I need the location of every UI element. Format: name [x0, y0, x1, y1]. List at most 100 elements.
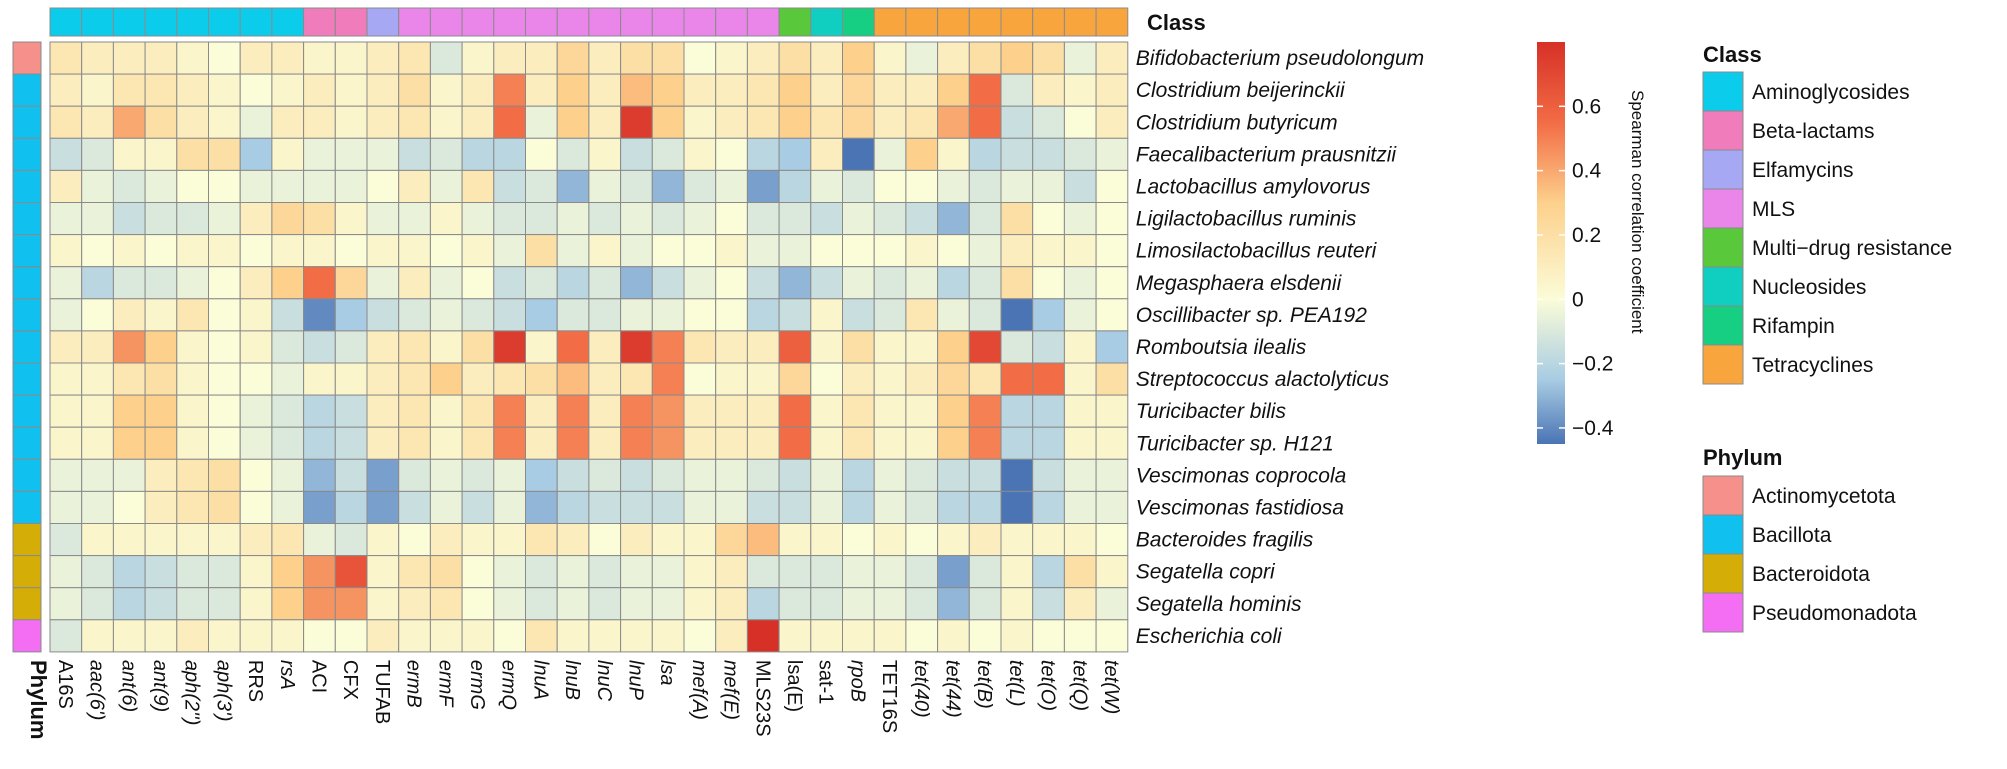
phylum-track-cell-escherichia-coli	[12, 619, 42, 653]
heatmap-cell	[1095, 330, 1129, 364]
heatmap-cell	[1095, 105, 1129, 139]
colorbar-tick-label: 0.6	[1572, 95, 1601, 118]
heatmap-cell	[1000, 394, 1034, 428]
heatmap-cell	[49, 619, 83, 653]
heatmap-cell	[525, 137, 558, 171]
heatmap-cell	[271, 619, 305, 653]
heatmap-cell	[334, 137, 368, 171]
heatmap-cell	[461, 523, 495, 557]
phylum-track-cell-faecalibacterium-prausnitzii	[12, 137, 42, 171]
heatmap-cell	[810, 490, 843, 524]
heatmap-cell	[1095, 619, 1129, 653]
heatmap-cell	[144, 362, 178, 396]
heatmap-cell	[873, 73, 907, 107]
heatmap-cell	[334, 555, 368, 589]
heatmap-cell	[968, 234, 1002, 268]
heatmap-cell	[873, 555, 907, 589]
heatmap-cell	[1032, 362, 1065, 396]
heatmap-cell	[778, 362, 812, 396]
heatmap-cell	[366, 234, 400, 268]
heatmap-cell	[271, 394, 305, 428]
heatmap-cell	[588, 137, 622, 171]
heatmap-cell	[842, 394, 875, 428]
heatmap-cell	[651, 202, 685, 236]
heatmap-cell	[715, 555, 748, 589]
heatmap-cell	[144, 394, 178, 428]
heatmap-cell	[620, 426, 653, 460]
column-label: lsa(E)	[783, 660, 805, 712]
heatmap-cell	[746, 619, 780, 653]
heatmap-cell	[873, 169, 907, 203]
heatmap-cell	[49, 298, 83, 332]
heatmap-cell	[1032, 41, 1065, 75]
heatmap-cell	[1095, 298, 1129, 332]
heatmap-cell	[271, 523, 305, 557]
heatmap-cell	[271, 137, 305, 171]
heatmap-cell	[905, 169, 939, 203]
heatmap-cell	[620, 234, 653, 268]
class-track-cell-lnua	[525, 7, 558, 37]
column-label: tet(44)	[941, 660, 963, 718]
heatmap-cell	[905, 458, 939, 492]
heatmap-cell	[905, 555, 939, 589]
heatmap-cell	[398, 555, 431, 589]
heatmap-cell	[112, 202, 146, 236]
heatmap-cell	[1032, 234, 1065, 268]
heatmap-cell	[493, 169, 526, 203]
heatmap-cell	[842, 490, 875, 524]
heatmap-cell	[303, 362, 336, 396]
heatmap-cell	[746, 330, 780, 364]
heatmap-cell	[1000, 298, 1034, 332]
heatmap-cell	[525, 523, 558, 557]
heatmap-cell	[49, 458, 83, 492]
heatmap-cell	[1063, 73, 1097, 107]
heatmap-cell	[429, 362, 463, 396]
row-label: Bacteroides fragilis	[1136, 529, 1314, 552]
heatmap-cell	[715, 426, 748, 460]
heatmap-cell	[842, 555, 875, 589]
heatmap-cell	[208, 523, 241, 557]
heatmap-cell	[746, 458, 780, 492]
heatmap-cell	[398, 73, 431, 107]
heatmap-cell	[334, 41, 368, 75]
heatmap-cell	[334, 105, 368, 139]
heatmap-cell	[905, 105, 939, 139]
heatmap-cell	[493, 523, 526, 557]
heatmap-cell	[208, 234, 241, 268]
column-label: ant(9)	[149, 660, 171, 712]
heatmap-cell	[81, 619, 114, 653]
heatmap-cell	[429, 555, 463, 589]
heatmap-cell	[49, 234, 83, 268]
heatmap-cell	[303, 41, 336, 75]
phylum-track-cell-ligilactobacillus-ruminis	[12, 202, 42, 236]
row-label: Ligilactobacillus ruminis	[1136, 208, 1357, 231]
heatmap-cell	[1063, 234, 1097, 268]
heatmap-cell	[366, 362, 400, 396]
row-labels: Bifidobacterium pseudolongum Clostridium …	[1136, 47, 1424, 648]
heatmap-cell	[49, 330, 83, 364]
heatmap-cell	[588, 41, 622, 75]
heatmap-cell	[1095, 587, 1129, 621]
phylum-track-cell-streptococcus-alactolyticus	[12, 362, 42, 396]
heatmap-cell	[1000, 41, 1034, 75]
heatmap-cell	[905, 137, 939, 171]
heatmap-cell	[556, 73, 590, 107]
row-label: Lactobacillus amylovorus	[1136, 175, 1371, 198]
colorbar-tick-label: −0.4	[1572, 417, 1614, 440]
heatmap-cell	[683, 202, 717, 236]
heatmap-cell	[810, 298, 843, 332]
class-legend-label-tetracyclines: Tetracyclines	[1752, 354, 1873, 377]
heatmap-cell	[1063, 266, 1097, 300]
heatmap-cell	[778, 73, 812, 107]
heatmap-cell	[1000, 619, 1034, 653]
heatmap-cell	[525, 555, 558, 589]
heatmap-cell	[715, 266, 748, 300]
heatmap-cell	[588, 73, 622, 107]
heatmap-cell	[651, 266, 685, 300]
class-track-cell-rrs	[239, 7, 273, 37]
heatmap-cell	[176, 234, 210, 268]
heatmap-cell	[1000, 202, 1034, 236]
heatmap-cell	[620, 587, 653, 621]
heatmap-cell	[1000, 73, 1034, 107]
heatmap-cell	[715, 105, 748, 139]
